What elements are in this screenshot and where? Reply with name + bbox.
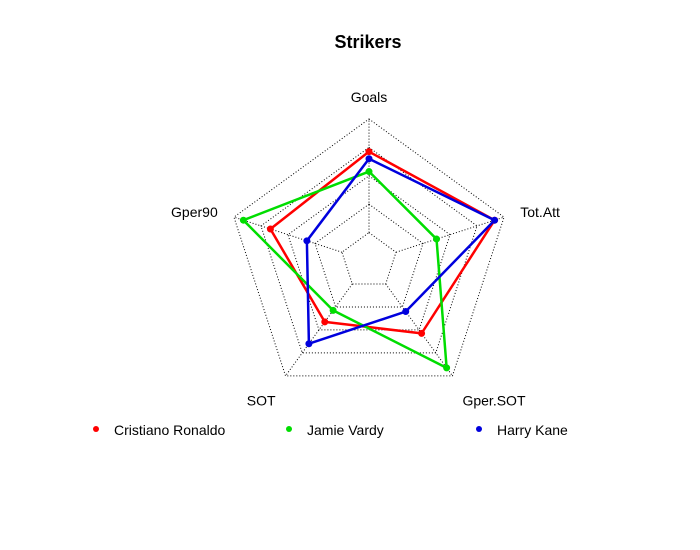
axis-label-goals: Goals (351, 89, 388, 105)
grid-ring-1 (341, 231, 397, 285)
point-jamie-vardy-gper90 (239, 216, 247, 224)
grid-ring-4 (260, 146, 478, 354)
legend-item-harry-kane: Harry Kane (476, 422, 568, 438)
radar-spokes (233, 119, 505, 377)
point-harry-kane-tot-att (491, 216, 499, 224)
point-harry-kane-gper-sot (402, 308, 410, 316)
series-cristiano-ronaldo (266, 148, 499, 337)
series-line-harry-kane (305, 157, 496, 345)
axis-labels: Goals Tot.Att Gper.SOT SOT Gper90 (171, 89, 560, 409)
spoke-gper90 (233, 216, 343, 253)
legend-label-jamie-vardy: Jamie Vardy (307, 422, 384, 438)
legend-marker-jamie-vardy (286, 426, 292, 432)
spoke-sot (285, 283, 353, 377)
point-cristiano-ronaldo-gper90 (266, 225, 274, 233)
point-jamie-vardy-tot-att (433, 235, 441, 243)
grid-ring-5 (233, 118, 505, 377)
legend-item-jamie-vardy: Jamie Vardy (286, 422, 384, 438)
axis-label-tot-att: Tot.Att (520, 204, 560, 220)
radar-grid (233, 118, 505, 377)
series-layer (239, 148, 499, 372)
point-jamie-vardy-gper-sot (443, 364, 451, 372)
grid-ring-3 (287, 175, 451, 331)
point-cristiano-ronaldo-gper-sot (418, 329, 426, 337)
chart-title: Strikers (334, 32, 401, 52)
spoke-tot-att (395, 216, 505, 253)
series-harry-kane (303, 155, 499, 348)
point-harry-kane-gper90 (303, 237, 311, 245)
spoke-gper-sot (385, 283, 453, 377)
legend-marker-cristiano-ronaldo (93, 426, 99, 432)
point-harry-kane-goals (365, 155, 373, 163)
series-jamie-vardy (239, 168, 451, 372)
point-cristiano-ronaldo-goals (365, 148, 373, 156)
legend-item-cristiano-ronaldo: Cristiano Ronaldo (93, 422, 225, 438)
point-jamie-vardy-goals (365, 168, 373, 176)
point-cristiano-ronaldo-sot (321, 318, 329, 326)
point-jamie-vardy-sot (329, 306, 337, 314)
legend-marker-harry-kane (476, 426, 482, 432)
legend-label-cristiano-ronaldo: Cristiano Ronaldo (114, 422, 225, 438)
series-line-jamie-vardy (242, 170, 448, 370)
axis-label-gper90: Gper90 (171, 204, 218, 220)
point-harry-kane-sot (305, 340, 313, 348)
legend: Cristiano Ronaldo Jamie Vardy Harry Kane (93, 422, 568, 438)
axis-label-gper-sot: Gper.SOT (462, 393, 525, 409)
legend-label-harry-kane: Harry Kane (497, 422, 568, 438)
axis-label-sot: SOT (247, 393, 276, 409)
